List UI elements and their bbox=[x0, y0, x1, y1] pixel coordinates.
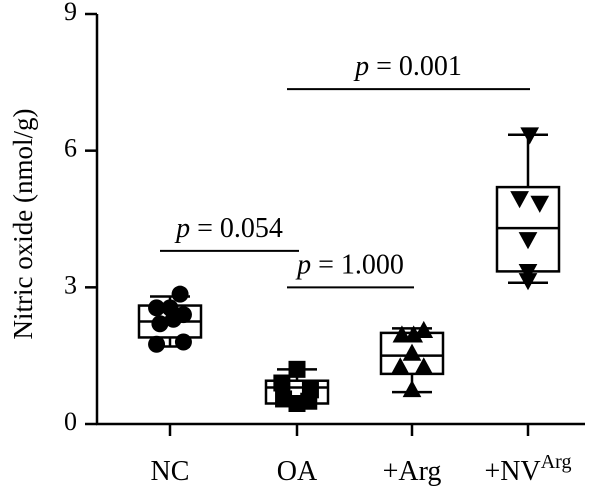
x-category-label: OA bbox=[277, 456, 318, 487]
p-symbol: p bbox=[174, 213, 190, 244]
data-point bbox=[402, 343, 422, 361]
box-group bbox=[264, 360, 330, 412]
y-axis: 0 3 6 9 Nitric oxide (nmol/g) bbox=[8, 0, 99, 436]
x-category-label: +NVArg bbox=[485, 451, 572, 487]
data-point bbox=[174, 306, 192, 324]
data-point bbox=[404, 325, 424, 343]
y-tick-label: 9 bbox=[64, 0, 77, 26]
data-point bbox=[275, 390, 293, 408]
x-category-label: NC bbox=[151, 456, 190, 487]
data-point bbox=[518, 273, 538, 291]
y-axis-ticks: 0 3 6 9 bbox=[64, 0, 97, 436]
y-tick-label: 6 bbox=[64, 134, 77, 163]
p-value: = 1.000 bbox=[311, 249, 404, 280]
data-point bbox=[174, 333, 192, 351]
p-symbol: p bbox=[353, 51, 369, 82]
x-axis-ticks: NC OA +Arg +NVArg bbox=[151, 424, 572, 487]
data-point bbox=[300, 392, 318, 410]
data-point bbox=[148, 335, 166, 353]
data-point bbox=[288, 360, 306, 378]
p-symbol: p bbox=[295, 249, 311, 280]
data-point bbox=[273, 374, 291, 392]
p-value: = 0.001 bbox=[369, 51, 462, 82]
plot-area bbox=[137, 127, 561, 412]
p-value-label: p = 1.000 bbox=[295, 249, 404, 280]
data-point bbox=[510, 191, 529, 209]
y-axis-title: Nitric oxide (nmol/g) bbox=[8, 109, 38, 340]
y-tick-label: 3 bbox=[64, 270, 77, 299]
data-point bbox=[414, 320, 434, 338]
data-point bbox=[171, 285, 189, 303]
data-point bbox=[530, 195, 550, 213]
x-category-label-base: NC bbox=[151, 456, 190, 487]
p-value-label: p = 0.054 bbox=[174, 213, 283, 244]
y-tick-label: 0 bbox=[64, 407, 77, 436]
data-point bbox=[402, 380, 422, 398]
data-point bbox=[518, 264, 538, 282]
data-point bbox=[151, 315, 169, 333]
data-point bbox=[520, 127, 540, 145]
box-group bbox=[495, 127, 561, 291]
data-point bbox=[414, 357, 434, 375]
p-value-label: p = 0.001 bbox=[353, 51, 462, 82]
x-category-label-superscript: Arg bbox=[541, 451, 572, 473]
x-category-label-base: +Arg bbox=[383, 456, 442, 487]
x-category-label-base: OA bbox=[277, 456, 318, 487]
box-group bbox=[379, 320, 445, 398]
data-point bbox=[161, 299, 179, 317]
x-category-label: +Arg bbox=[383, 456, 442, 487]
data-point bbox=[148, 299, 166, 317]
data-point bbox=[518, 232, 538, 250]
x-axis: NC OA +Arg +NVArg bbox=[96, 422, 585, 487]
data-point bbox=[390, 357, 410, 375]
box-group bbox=[137, 285, 203, 353]
x-category-label-base: +NV bbox=[485, 456, 541, 487]
p-value: = 0.054 bbox=[190, 213, 283, 244]
data-point bbox=[392, 325, 412, 343]
